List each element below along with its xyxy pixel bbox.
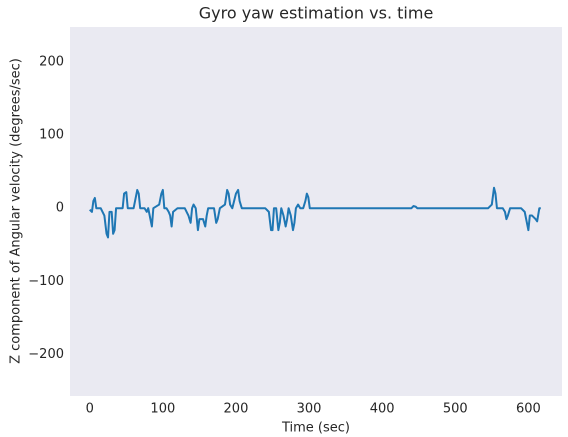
y-tick-label: 0 [56,201,64,216]
y-axis-label: Z component of Angular velocity (degrees… [9,58,24,364]
y-tick-label: 200 [39,55,64,70]
x-axis-label: Time (sec) [281,421,350,436]
chart-title: Gyro yaw estimation vs. time [199,4,434,23]
x-tick-label: 200 [224,402,249,417]
y-tick-label: −200 [28,347,64,362]
x-tick-label: 600 [516,402,541,417]
x-tick-label: 100 [150,402,175,417]
x-tick-label: 500 [443,402,468,417]
plot-area [70,27,562,396]
y-tick-label: 100 [39,128,64,143]
x-tick-label: 300 [297,402,322,417]
y-tick-label: −100 [28,274,64,289]
data-line [89,186,541,239]
x-tick-label: 0 [86,402,94,417]
x-tick-label: 400 [370,402,395,417]
